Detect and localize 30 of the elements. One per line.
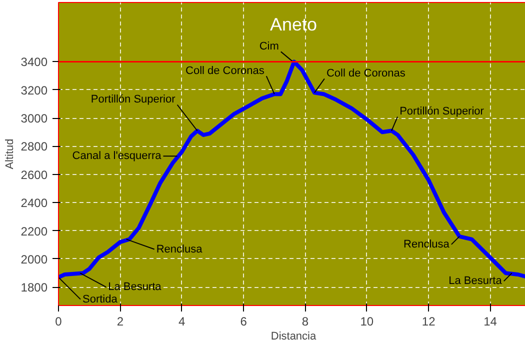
y-tick-label: 2400 [20,196,48,210]
x-tick-label: 8 [302,314,309,328]
x-axis-title: Distancia [270,330,318,340]
annotation: Renclusa [404,238,450,250]
x-tick-label: 14 [484,314,498,328]
annotation: Cim [259,40,279,53]
text: Aneto [270,14,318,34]
x-tick-label: 2 [116,314,124,328]
y-tick-label: 2600 [20,168,48,182]
annotation: Sortida [82,293,118,306]
annotation: La Besurta [448,275,503,288]
annotation: Canal a l'esquerra [72,150,162,162]
annotation: Portillón Superior [400,106,484,118]
y-tick-label: 1800 [20,280,48,295]
y-tick-label: 3400 [20,55,48,70]
y-tick-label: 2000 [20,252,48,266]
annotation: Coll de Coronas [186,65,265,78]
y-tick-label: 2200 [20,224,48,238]
x-tick-label: 10 [360,314,374,328]
y-tick-label: 2800 [20,140,48,154]
x-tick-label: 12 [422,314,436,328]
annotation: Renclusa [156,243,204,256]
annotation: Portillón Superior [90,94,176,106]
y-tick-label: 3200 [20,83,48,98]
x-tick-label: 6 [240,314,248,328]
x-tick-label: 0 [55,314,62,328]
x-tick-label: 4 [178,314,186,328]
y-tick-label: 3000 [20,112,48,126]
annotation: Coll de Coronas [326,68,406,80]
y-axis-title: Altitud [4,138,16,170]
